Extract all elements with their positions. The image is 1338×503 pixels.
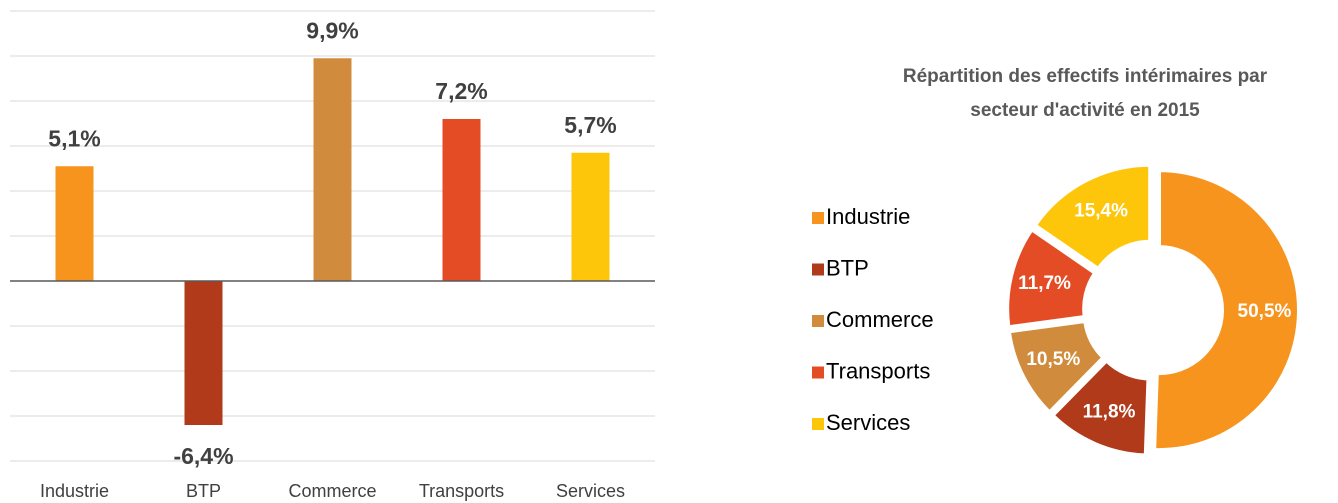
legend-swatch — [812, 366, 824, 379]
data-label: 5,1% — [48, 125, 100, 151]
donut-slice — [1005, 226, 1099, 330]
bar — [571, 152, 610, 281]
data-label: 50,5% — [1238, 301, 1292, 322]
legend-label: BTP — [826, 255, 869, 280]
data-label: 11,7% — [1018, 273, 1071, 294]
legend-label: Services — [826, 410, 910, 435]
donut-slice — [1006, 318, 1107, 416]
legend-label: Transports — [826, 358, 930, 383]
data-label: -6,4% — [173, 443, 233, 469]
data-label: 7,2% — [435, 78, 487, 104]
bar — [55, 166, 94, 281]
bar — [313, 58, 352, 281]
bar — [184, 281, 223, 425]
legend-swatch — [812, 263, 824, 276]
legend-swatch — [812, 315, 824, 327]
legend-swatch — [812, 418, 824, 430]
donut-slice — [1152, 168, 1301, 453]
data-label: 15,4% — [1074, 200, 1128, 221]
x-tick-label: Services — [556, 481, 625, 501]
legend-swatch — [812, 212, 824, 224]
chart-title: Répartition des effectifs intérimaires p… — [902, 66, 1268, 121]
data-label: 5,7% — [564, 112, 616, 138]
bar — [442, 119, 481, 281]
x-tick-label: Transports — [419, 481, 504, 501]
data-label: 11,8% — [1083, 401, 1136, 422]
x-tick-label: BTP — [186, 481, 221, 501]
legend-label: Industrie — [826, 204, 910, 229]
data-label: 9,9% — [306, 17, 358, 43]
data-label: 10,5% — [1026, 349, 1080, 370]
legend-label: Commerce — [826, 307, 934, 332]
donut-slice — [1032, 162, 1153, 272]
x-tick-label: Commerce — [288, 481, 376, 501]
donut-slice — [1049, 357, 1151, 458]
x-tick-label: Industrie — [40, 481, 109, 501]
